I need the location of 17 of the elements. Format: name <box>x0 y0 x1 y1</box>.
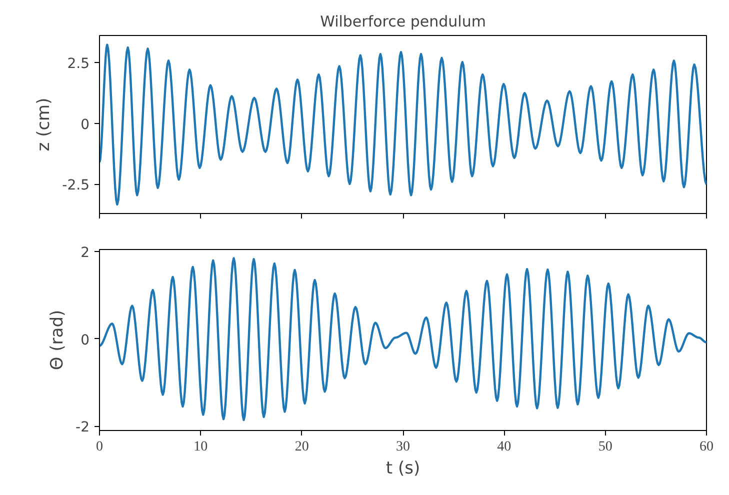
x-axis-title: t (s) <box>386 458 420 478</box>
y-axis-title: z (cm) <box>34 98 54 152</box>
x-tick-label: 10 <box>194 440 208 454</box>
x-tick-label: 20 <box>294 440 309 454</box>
x-tick-label: 0 <box>96 440 103 454</box>
y-tick-label: 2 <box>80 245 90 262</box>
x-tick-label: 60 <box>700 440 714 454</box>
y-tick-label: -2 <box>76 420 90 436</box>
x-tick-label: 30 <box>396 440 410 454</box>
chart-title: Wilberforce pendulum <box>320 12 486 30</box>
y-tick-label: -2.5 <box>62 178 90 194</box>
y-axis-title: Θ (rad) <box>48 310 68 370</box>
y-tick-label: 0 <box>80 332 90 348</box>
x-tick-label: 40 <box>497 440 512 454</box>
y-tick-label: 2.5 <box>67 56 90 72</box>
x-tick-label: 50 <box>598 440 612 454</box>
y-tick-label: 0 <box>80 116 90 133</box>
